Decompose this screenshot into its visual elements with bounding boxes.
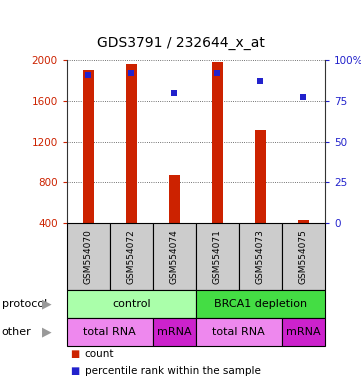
Bar xyxy=(110,223,153,290)
Text: protocol: protocol xyxy=(2,299,47,309)
Text: ■: ■ xyxy=(70,349,80,359)
Text: GSM554074: GSM554074 xyxy=(170,229,179,284)
Bar xyxy=(239,223,282,290)
Text: mRNA: mRNA xyxy=(157,327,192,337)
Bar xyxy=(282,223,325,290)
Text: GDS3791 / 232644_x_at: GDS3791 / 232644_x_at xyxy=(96,36,265,50)
Text: GSM554073: GSM554073 xyxy=(256,229,265,284)
Text: total RNA: total RNA xyxy=(213,327,265,337)
Text: BRCA1 depletion: BRCA1 depletion xyxy=(214,299,307,309)
Text: GSM554070: GSM554070 xyxy=(84,229,93,284)
Bar xyxy=(282,318,325,346)
Bar xyxy=(298,220,309,223)
Bar xyxy=(212,62,223,223)
Text: count: count xyxy=(85,349,114,359)
Bar xyxy=(196,318,282,346)
Bar xyxy=(67,223,110,290)
Bar xyxy=(126,64,137,223)
Text: GSM554072: GSM554072 xyxy=(127,229,136,284)
Bar xyxy=(67,290,196,318)
Text: GSM554071: GSM554071 xyxy=(213,229,222,284)
Text: control: control xyxy=(112,299,151,309)
Text: ■: ■ xyxy=(70,366,80,376)
Text: GSM554075: GSM554075 xyxy=(299,229,308,284)
Text: percentile rank within the sample: percentile rank within the sample xyxy=(85,366,261,376)
Bar xyxy=(169,175,180,223)
Bar xyxy=(83,70,93,223)
Bar xyxy=(153,318,196,346)
Text: other: other xyxy=(2,327,31,337)
Bar xyxy=(153,223,196,290)
Text: mRNA: mRNA xyxy=(286,327,321,337)
Bar xyxy=(255,130,266,223)
Text: ▶: ▶ xyxy=(42,298,52,311)
Bar xyxy=(67,318,153,346)
Text: ▶: ▶ xyxy=(42,325,52,338)
Bar xyxy=(196,290,325,318)
Text: total RNA: total RNA xyxy=(83,327,136,337)
Bar xyxy=(196,223,239,290)
